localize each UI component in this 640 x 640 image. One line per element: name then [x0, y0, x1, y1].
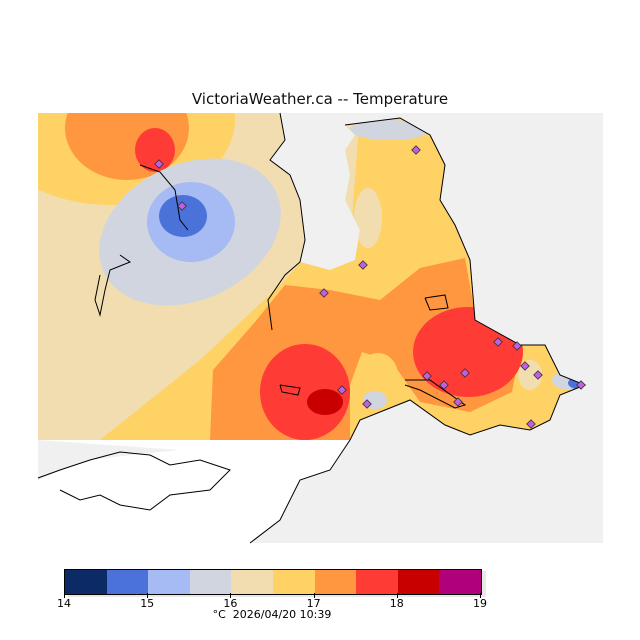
contour-16-16.5 — [354, 188, 382, 248]
legend-color-4 — [231, 570, 273, 594]
legend-footer: °C 2026/04/20 10:39 — [0, 608, 544, 621]
legend-tick-mark — [147, 593, 149, 598]
station-marker[interactable] — [362, 399, 372, 409]
unit-label: °C — [212, 608, 226, 621]
legend-color-3 — [189, 570, 232, 594]
color-scale-legend — [64, 569, 482, 595]
legend-color-0 — [65, 570, 107, 594]
legend-tick-mark — [230, 593, 232, 598]
station-marker[interactable] — [533, 370, 543, 380]
station-marker[interactable] — [576, 380, 586, 390]
legend-tick-label: 18 — [389, 597, 404, 610]
legend-tick-mark — [480, 593, 481, 598]
contour-17-17.5 — [65, 113, 189, 180]
station-marker[interactable] — [358, 260, 368, 270]
legend-tick-mark — [396, 593, 398, 598]
station-marker[interactable] — [319, 288, 329, 298]
legend-tick-label: 16 — [223, 597, 238, 610]
temperature-contours — [38, 113, 585, 440]
station-marker[interactable] — [512, 341, 522, 351]
station-marker[interactable] — [453, 397, 463, 407]
station-marker[interactable] — [337, 385, 347, 395]
timestamp: 2026/04/20 10:39 — [232, 608, 332, 621]
legend-color-2 — [148, 570, 190, 594]
legend-tick-mark — [313, 593, 315, 598]
station-marker[interactable] — [411, 145, 421, 155]
station-marker[interactable] — [177, 201, 187, 211]
legend-color-8 — [397, 570, 440, 594]
weather-stations — [154, 145, 586, 429]
legend-tick-label: 19 — [473, 597, 487, 610]
contour-16.5-17 — [358, 353, 398, 397]
legend-color-1 — [106, 570, 149, 594]
legend-tick-label: 15 — [140, 597, 155, 610]
map-title: VictoriaWeather.ca -- Temperature — [191, 90, 449, 108]
station-marker[interactable] — [493, 337, 503, 347]
contour-17.5-18 — [260, 344, 350, 440]
legend-tick-label: 14 — [57, 597, 71, 610]
legend-color-6 — [314, 570, 357, 594]
legend-tick-label: 17 — [306, 597, 321, 610]
legend-color-9 — [439, 570, 481, 594]
station-marker[interactable] — [460, 368, 470, 378]
station-marker[interactable] — [154, 159, 164, 169]
contour-18-18.5 — [307, 389, 343, 415]
legend-tick-mark — [64, 593, 65, 598]
station-marker[interactable] — [526, 419, 536, 429]
station-marker[interactable] — [422, 371, 432, 381]
station-marker[interactable] — [520, 361, 530, 371]
legend-color-7 — [356, 570, 398, 594]
contour-14.5-15 — [159, 195, 207, 237]
station-marker[interactable] — [439, 380, 449, 390]
coastlines — [37, 112, 587, 544]
contour-17.5-18 — [135, 128, 175, 172]
temperature-map — [37, 112, 603, 544]
legend-color-5 — [272, 570, 315, 594]
contour-15.5-16 — [350, 120, 430, 140]
